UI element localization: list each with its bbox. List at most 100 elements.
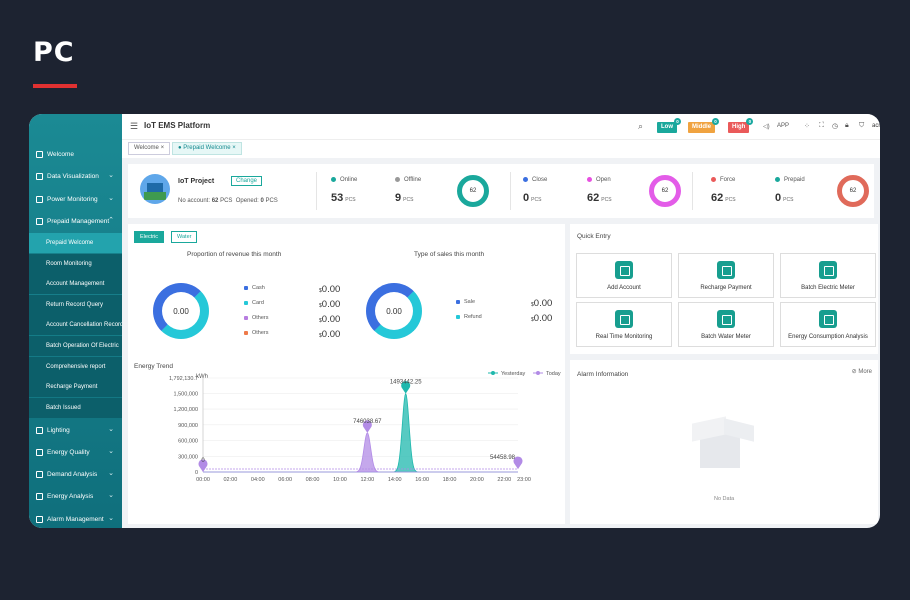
sidebar-item-energy-analysis[interactable]: Energy Analysis ⌄ [29,486,122,506]
tab-prepaid-welcome[interactable]: ● Prepaid Welcome × [172,142,242,155]
stat-value: 62 PCS [711,192,736,204]
chevron-up-icon: ⌃ [108,217,114,224]
legend-amount: $0.00 [319,284,341,295]
x-tick-label: 02:00 [224,477,238,483]
legend-marker [536,371,540,375]
more-link[interactable]: ⊘ More [851,369,872,375]
quick-entry-button[interactable]: Batch Water Meter [678,302,774,347]
stat-label: Offline [395,177,421,183]
y-tick-label: 1,792,130.7 [169,376,198,382]
revenue-title: Proportion of revenue this month [187,251,282,258]
x-tick-label: 08:00 [306,477,320,483]
analysis-icon [36,492,43,500]
legend-item: Sale [456,299,475,305]
alarm-middle-badge[interactable]: Middle 0 [688,118,719,133]
quick-entry-button[interactable]: Real Time Monitoring [576,302,672,347]
stat-label: Force [711,177,735,183]
empty-box-icon [690,408,760,482]
annotation-label: 1493442.25 [390,380,422,386]
alarm-low-badge[interactable]: Low 0 [657,118,681,133]
peak-marker [401,381,411,394]
sidebar-sub-account-cancellation[interactable]: Account Cancellation Record [29,315,122,335]
page-label: PC [33,37,75,68]
electric-toggle[interactable]: Electric [134,231,165,243]
series-area-yesterday [203,392,518,473]
sidebar-sub-account-management[interactable]: Account Management [29,274,122,294]
alarm-high-badge[interactable]: High 0 [728,118,754,133]
y-tick-label: 600,000 [178,439,198,445]
sidebar-sub-prepaid-welcome[interactable]: Prepaid Welcome [29,233,122,253]
stat-value: 62 PCS [587,192,612,204]
sidebar-item-prepaid-management[interactable]: Prepaid Management ⌃ [29,211,122,231]
x-tick-label: 18:00 [443,477,457,483]
sidebar-sub-recharge-payment[interactable]: Recharge Payment [29,377,122,397]
x-tick-label: 06:00 [278,477,292,483]
sidebar-item-energy-quality[interactable]: Energy Quality ⌄ [29,442,122,462]
menu-toggle-icon[interactable]: ☰ [130,121,139,131]
topbar: ☰ IoT EMS Platform ⌕ Low 0 Middle 0 High 0 … [122,114,880,140]
legend-label: Yesterday [501,371,526,377]
chart-icon [36,172,43,180]
sidebar-sub-batch-operation[interactable]: Batch Operation Of Electric [29,336,122,356]
quick-entry-card: Quick Entry Add Account Recharge Payment B… [570,224,878,354]
stat-value: 53 PCS [331,192,356,204]
chevron-down-icon: ⌄ [108,492,114,499]
sales-title: Type of sales this month [414,251,485,258]
series-area-today [203,432,518,473]
chevron-down-icon: ⌄ [108,448,114,455]
energy-trend-title: Energy Trend [134,363,174,370]
quick-entry-button[interactable]: Recharge Payment [678,253,774,298]
search-icon[interactable]: ⌕ [638,121,644,131]
app-window: Welcome Data Visualization ⌄ Power Monito… [29,114,880,528]
x-tick-label: 14:00 [388,477,402,483]
sidebar-item-lighting[interactable]: Lighting ⌄ [29,420,122,440]
username[interactable]: acrel [872,123,880,129]
y-tick-label: 300,000 [178,454,198,460]
quick-entry-button[interactable]: Add Account [576,253,672,298]
stat-label: Open [587,177,611,183]
alarm-icon [36,515,43,523]
status-ring: 62 [837,175,869,207]
power-icon [36,195,43,203]
lock-icon[interactable]: 🔒︎ [845,122,849,129]
chevron-down-icon: ⌄ [108,426,114,433]
tab-welcome[interactable]: Welcome × [128,142,171,155]
clock-icon[interactable]: ◷ [832,123,839,130]
x-tick-label: 04:00 [251,477,265,483]
sidebar-item-welcome[interactable]: Welcome [29,144,122,164]
change-project-button[interactable]: Change [231,176,263,186]
fullscreen-icon[interactable]: ⛶ [819,122,824,129]
annotation-label: 0 [201,458,205,464]
sidebar-sub-comprehensive-report[interactable]: Comprehensive report [29,357,122,377]
legend-label: Today [546,371,561,377]
chevron-down-icon: ⌄ [108,172,114,179]
water-toggle[interactable]: Water [171,231,198,243]
sidebar-sub-return-record-query[interactable]: Return Record Query [29,295,122,315]
shirt-icon[interactable]: ⛉ [859,122,865,129]
quick-entry-button[interactable]: Energy Consumption Analysis [780,302,876,347]
app-link[interactable]: APP [777,123,790,129]
sidebar: Welcome Data Visualization ⌄ Power Monito… [29,114,122,528]
grid-icon[interactable]: ⁘ [804,123,810,130]
annotation-label: 746038.67 [353,419,382,425]
volume-icon[interactable]: ◁) [763,124,770,130]
stat-value: 0 PCS [775,192,794,204]
bulb-icon [36,426,43,434]
sidebar-item-data-visualization[interactable]: Data Visualization ⌄ [29,166,122,186]
alarm-low-count: 0 [674,118,681,125]
sidebar-item-demand-analysis[interactable]: Demand Analysis ⌄ [29,464,122,484]
x-tick-label: 20:00 [470,477,484,483]
quality-icon [36,448,43,456]
alarm-info-card: Alarm Information ⊘ More No Data [570,360,878,524]
sidebar-item-alarm-management[interactable]: Alarm Management ⌄ [29,509,122,528]
stat-value: 9 PCS [395,192,414,204]
sidebar-sub-batch-issued[interactable]: Batch Issued [29,398,122,418]
quick-entry-button[interactable]: Batch Electric Meter [780,253,876,298]
y-tick-label: 1,500,000 [174,391,198,397]
sidebar-item-power-monitoring[interactable]: Power Monitoring ⌄ [29,189,122,209]
sidebar-sub-room-monitoring[interactable]: Room Monitoring [29,254,122,274]
peak-marker [513,456,523,470]
y-axis-unit: kWh [196,374,208,380]
water-meter-icon [717,310,735,328]
